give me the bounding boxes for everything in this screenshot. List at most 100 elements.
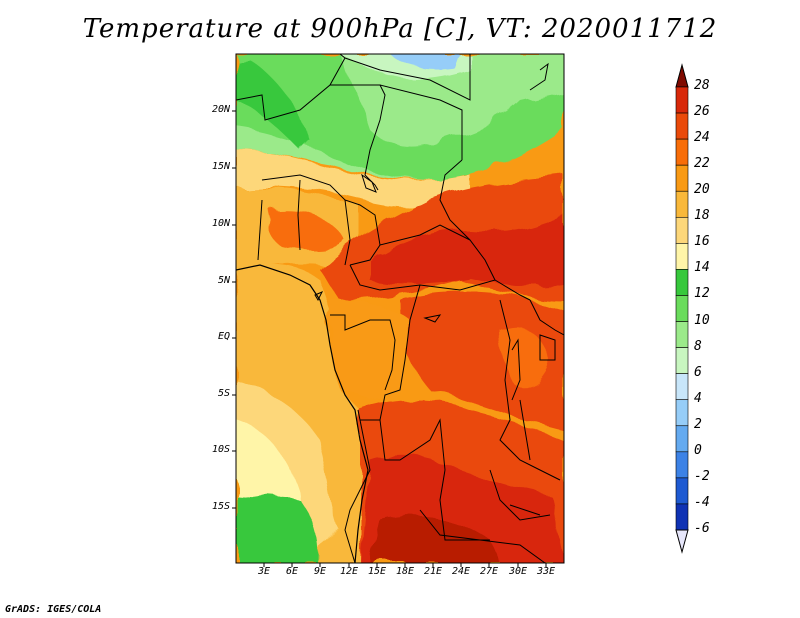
colorbar-swatch [675, 373, 689, 401]
field-sw-green [236, 495, 319, 563]
colorbar-swatch [675, 295, 689, 322]
x-tick-label: 3E [257, 566, 271, 577]
colorbar-swatch [675, 425, 689, 453]
axis-ticks [232, 110, 547, 567]
field-east-highland [500, 326, 550, 387]
colorbar-swatch [675, 86, 689, 114]
x-tick-label: 33E [536, 566, 556, 577]
colorbar-swatch [675, 269, 689, 296]
x-tick-label: 27E [479, 566, 499, 577]
border-f [261, 174, 381, 266]
colorbar-level-label: 20 [694, 182, 710, 198]
colorbar-level-label: -6 [694, 521, 710, 536]
colorbar-level-label: 18 [694, 208, 710, 224]
border-m [357, 284, 421, 421]
y-tick-label: 5S [217, 388, 230, 399]
border-g [257, 199, 263, 261]
lake-b [519, 399, 531, 461]
field-north-green [236, 54, 564, 180]
colorbar-level-label: 24 [694, 130, 710, 146]
credit-text: GrADS: IGES/COLA [5, 604, 102, 615]
y-tick-label: EQ [217, 331, 230, 342]
island [314, 291, 324, 302]
border-l [330, 314, 396, 391]
x-tick-label: 30E [508, 566, 528, 577]
y-tick-label: 10N [211, 218, 230, 229]
colorbar-swatch [675, 164, 689, 192]
border-h [297, 179, 301, 251]
borders [236, 54, 564, 563]
field-west-warm [265, 208, 345, 250]
colorbar-swatch [675, 243, 689, 270]
field-congo-warm [400, 292, 564, 430]
border-c [379, 84, 463, 160]
red-sea-coast [529, 62, 549, 91]
colorbar-swatch [675, 190, 689, 218]
colorbar-swatch [675, 347, 689, 374]
colorbar-level-label: 8 [694, 338, 702, 354]
colorbar-level-label: 12 [694, 286, 710, 302]
y-tick-label: 20N [211, 104, 230, 115]
y-tick-label: 5N [217, 275, 230, 286]
colorbar-level-label: 16 [694, 234, 710, 250]
border-n [379, 418, 446, 471]
colorbar-level-label: 0 [694, 442, 702, 458]
y-tick-label: 15N [211, 161, 230, 172]
colorbar-level-label: 4 [694, 390, 702, 406]
x-tick-label: 9E [313, 566, 327, 577]
colorbar-swatch [675, 503, 689, 531]
border-d [344, 54, 471, 101]
colorbar-swatch [675, 112, 689, 140]
colorbar-swatch [675, 477, 689, 505]
field-north-blue [390, 54, 460, 70]
border-j [379, 224, 471, 246]
border-q [499, 299, 561, 481]
x-tick-label: 12E [339, 566, 359, 577]
river-blob [423, 314, 442, 323]
y-tick-label: 10S [211, 444, 230, 455]
field-south-hotter [370, 516, 500, 563]
colorbar-level-label: 6 [694, 364, 702, 380]
border-e [439, 159, 496, 281]
colorbar-top-arrow [675, 63, 689, 88]
border-i [344, 199, 351, 266]
lake-a [511, 338, 521, 401]
lake-victoria [539, 334, 556, 361]
colorbar-swatch [675, 138, 689, 166]
lake-chad [361, 173, 377, 193]
border-b [330, 84, 386, 191]
coastline [236, 264, 369, 563]
border-p [439, 469, 490, 541]
map-frame [235, 53, 565, 564]
colorbar-level-label: 10 [694, 312, 710, 328]
field-sahel-pale [236, 150, 470, 208]
colorbar-swatch [675, 216, 689, 244]
colorbar-level-label: 26 [694, 104, 710, 120]
colorbar-level-label: -2 [694, 468, 710, 484]
x-tick-label: 24E [451, 566, 471, 577]
x-tick-label: 18E [395, 566, 415, 577]
colorbar-level-label: 28 [694, 78, 710, 93]
colorbar [675, 63, 689, 554]
colorbar-level-label: 22 [694, 156, 710, 172]
field-ocean-paler [236, 420, 300, 500]
colorbar-swatch [675, 321, 689, 348]
colorbar-level-label: -4 [694, 494, 710, 510]
border-o [344, 419, 371, 563]
border-t [419, 509, 546, 563]
chart-title: Temperature at 900hPa [C], VT: 202001171… [82, 14, 718, 44]
colorbar-swatch [675, 399, 689, 427]
colorbar-level-label: 2 [694, 416, 702, 432]
x-tick-label: 21E [423, 566, 443, 577]
border-s [489, 469, 551, 521]
x-tick-label: 15E [367, 566, 387, 577]
colorbar-level-label: 14 [694, 260, 710, 276]
y-tick-label: 15S [211, 501, 230, 512]
border-k [349, 264, 531, 301]
temperature-field [236, 54, 564, 563]
border-r [529, 299, 564, 336]
x-tick-label: 6E [285, 566, 299, 577]
field-central-hot [370, 215, 564, 288]
colorbar-bottom-arrow [675, 529, 689, 554]
